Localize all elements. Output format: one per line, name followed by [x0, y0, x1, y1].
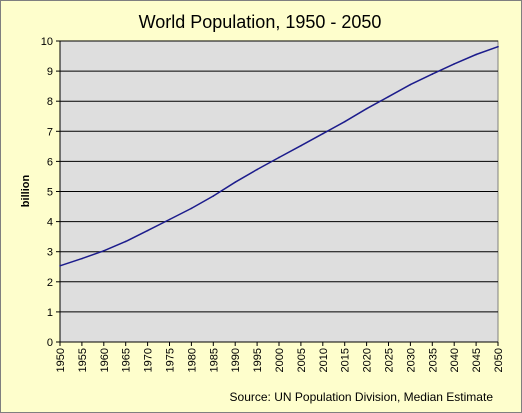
data-point — [234, 181, 236, 183]
x-tick-label: 1985 — [208, 348, 220, 372]
data-point — [365, 107, 368, 110]
x-tick-label: 2040 — [449, 348, 461, 372]
x-tick-label: 1955 — [77, 348, 89, 372]
x-tick-label: 2020 — [362, 348, 374, 372]
x-tick-label: 1965 — [121, 348, 133, 372]
x-tick-label: 1995 — [252, 348, 264, 372]
x-tick-label: 1990 — [230, 348, 242, 372]
data-point — [278, 156, 280, 159]
x-tick-label: 1970 — [143, 348, 155, 372]
data-point — [387, 95, 390, 98]
x-tick-label: 2010 — [318, 348, 330, 372]
data-point — [322, 132, 324, 135]
data-point — [103, 249, 105, 252]
data-point — [212, 195, 215, 197]
y-tick-label: 6 — [47, 156, 53, 168]
x-tick-label: 2005 — [296, 348, 308, 372]
data-point — [475, 53, 477, 56]
y-tick-label: 5 — [47, 187, 53, 199]
x-tick-label: 2045 — [471, 348, 483, 372]
data-point — [168, 218, 171, 221]
x-tick-label: 2015 — [340, 348, 352, 372]
x-tick-label: 2035 — [427, 348, 439, 372]
y-tick-label: 9 — [47, 66, 53, 78]
y-axis: 0 1 2 3 4 5 6 7 8 9 10 — [41, 36, 61, 349]
y-tick-label: 1 — [47, 307, 53, 319]
x-tick-label: 1980 — [186, 348, 198, 372]
data-point — [300, 144, 302, 147]
data-point — [124, 240, 127, 243]
y-tick-label: 0 — [47, 337, 53, 349]
x-tick-label: 2025 — [384, 348, 396, 372]
data-point — [343, 120, 346, 123]
data-point — [81, 257, 83, 260]
data-point — [497, 45, 499, 48]
x-axis: 1950 1955 1960 1965 1970 1975 1980 1985 1990 1995… — [55, 341, 505, 372]
y-tick-label: 2 — [47, 277, 53, 289]
x-tick-label: 1950 — [55, 348, 67, 372]
data-point — [409, 83, 412, 86]
data-point — [146, 229, 149, 232]
data-point — [256, 168, 258, 171]
x-tick-label: 2000 — [274, 348, 286, 372]
chart-title: World Population, 1950 - 2050 — [139, 12, 382, 32]
x-tick-label: 2050 — [493, 348, 505, 372]
data-point — [453, 63, 456, 65]
y-tick-label: 8 — [47, 96, 53, 108]
y-axis-label: billion — [20, 175, 32, 208]
x-tick-label: 1960 — [99, 348, 111, 372]
x-tick-label: 1975 — [165, 348, 177, 372]
series-layer — [59, 45, 499, 267]
data-point — [59, 265, 61, 267]
x-tick-label: 2030 — [405, 348, 417, 372]
y-tick-label: 10 — [41, 36, 53, 48]
y-tick-label: 3 — [47, 247, 53, 259]
y-tick-label: 7 — [47, 126, 53, 138]
data-point — [431, 73, 434, 75]
data-point — [190, 207, 193, 210]
y-tick-label: 4 — [47, 217, 53, 229]
source-note: Source: UN Population Division, Median E… — [230, 390, 494, 404]
